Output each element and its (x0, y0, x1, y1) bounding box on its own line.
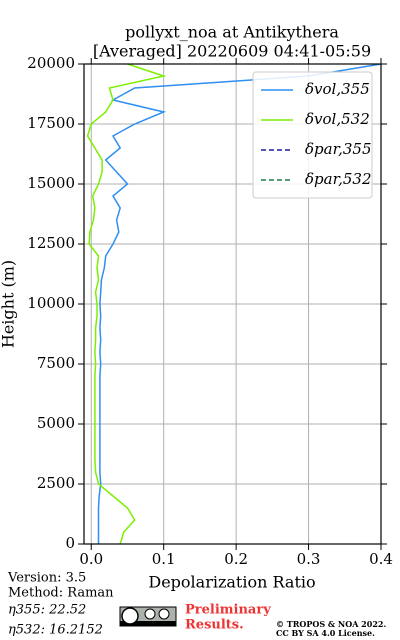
legend-box (252, 71, 373, 199)
x-tick-label: 0.0 (79, 550, 103, 568)
x-tick-label: 0.3 (297, 550, 321, 568)
y-tick-label: 12500 (27, 234, 75, 252)
preliminary-line2: Results. (185, 618, 244, 633)
cc-logo (119, 606, 177, 627)
eta532: η532: 16.2152 (8, 623, 103, 638)
eta355: η355: 22.52 (8, 603, 86, 618)
plot-frame (83, 63, 382, 545)
y-tick-label: 0 (65, 534, 75, 552)
series-line (86, 64, 167, 544)
x-tick-label: 0.1 (152, 550, 176, 568)
preliminary-line1: Preliminary (185, 603, 271, 618)
y-tick-label: 5000 (37, 414, 75, 432)
x-axis-label: Depolarization Ratio (148, 573, 315, 592)
y-tick-label: 17500 (27, 114, 75, 132)
x-tick-label: 0.2 (224, 550, 248, 568)
series-line (97, 64, 381, 544)
legend-label: δpar,355 (305, 140, 372, 158)
legend-label: δpar,532 (305, 170, 372, 188)
license: CC BY SA 4.0 License. (276, 628, 375, 638)
x-tick-label: 0.4 (369, 550, 393, 568)
y-tick-label: 7500 (37, 354, 75, 372)
y-tick-label: 10000 (27, 294, 75, 312)
chart-title: pollyxt_noa at Antikythera (125, 23, 339, 42)
version: Version: 3.5 (7, 571, 86, 586)
legend-label: δvol,355 (305, 80, 370, 98)
y-tick-label: 15000 (27, 174, 75, 192)
chart-subtitle: [Averaged] 20220609 04:41-05:59 (93, 42, 371, 61)
copyright: © TROPOS & NOA 2022. (276, 619, 386, 629)
method: Method: Raman (8, 586, 114, 601)
y-axis-label: Height (m) (0, 260, 18, 348)
y-tick-label: 2500 (37, 474, 75, 492)
legend-label: δvol,532 (305, 110, 370, 128)
y-tick-label: 20000 (27, 54, 75, 72)
